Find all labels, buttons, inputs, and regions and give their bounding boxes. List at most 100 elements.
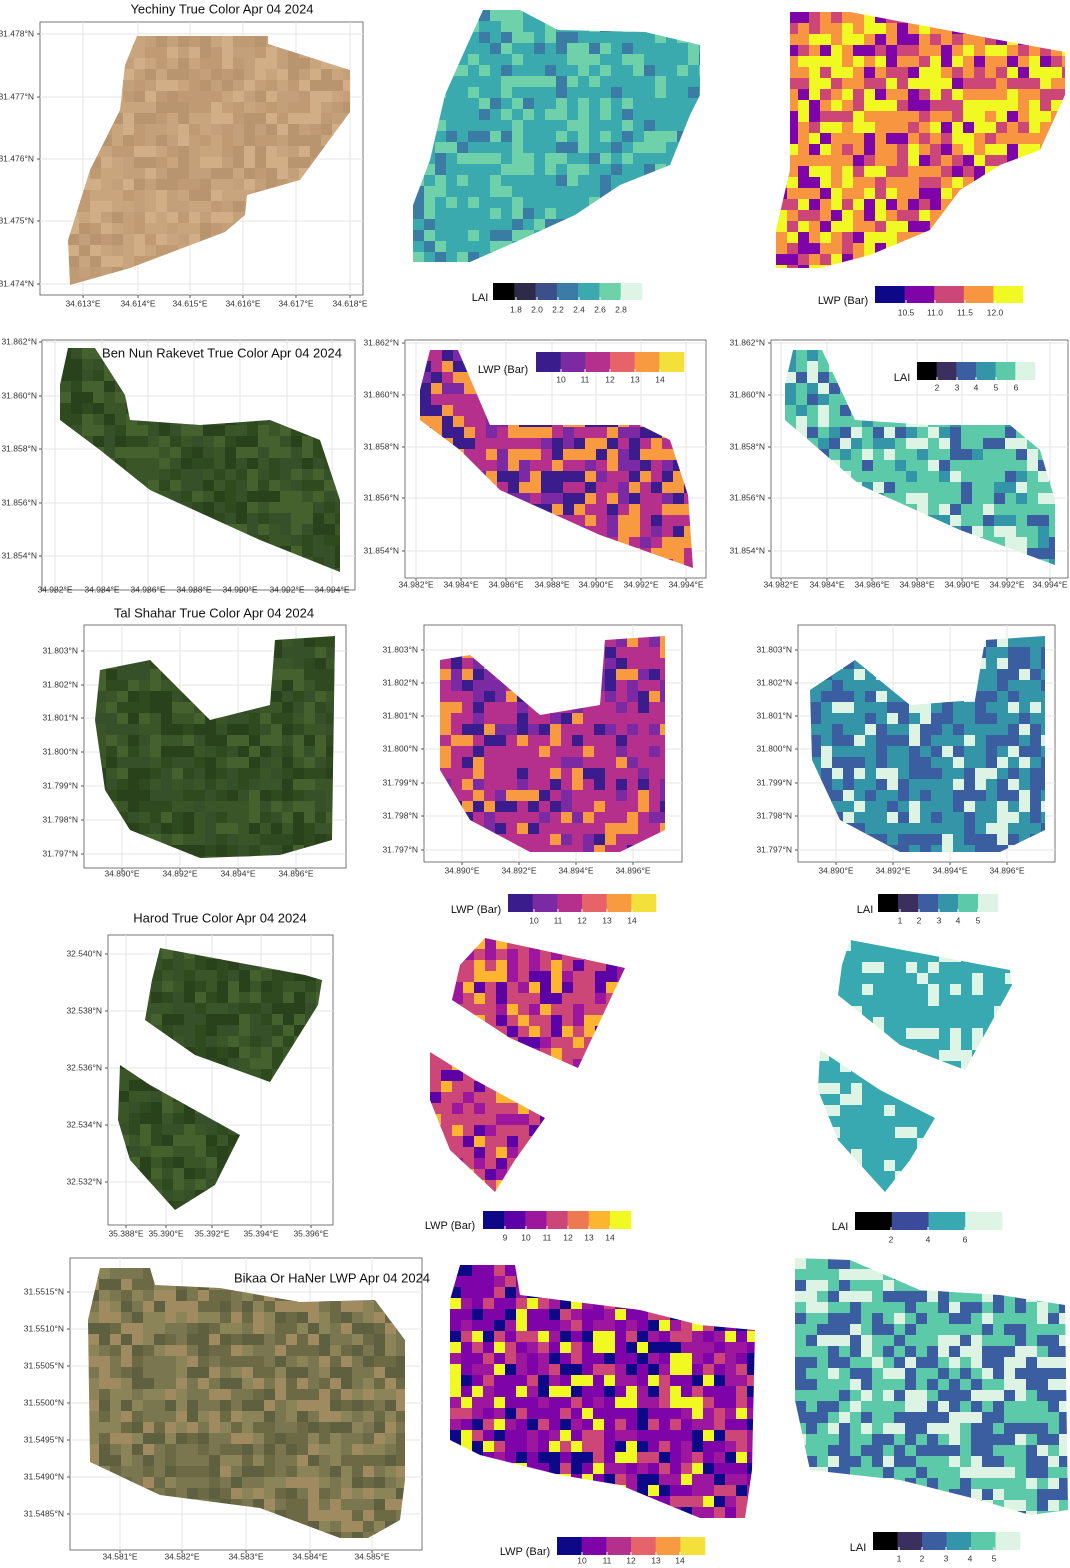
pixel	[200, 146, 212, 158]
pixel	[512, 164, 524, 176]
pixel	[486, 438, 498, 450]
pixel	[126, 425, 138, 437]
pixel	[649, 669, 661, 681]
pixel	[269, 469, 281, 481]
pixel	[178, 146, 190, 158]
pixel	[227, 834, 239, 846]
pixel	[974, 67, 986, 79]
pixel	[986, 702, 998, 714]
pixel	[952, 122, 964, 134]
pixel	[1062, 243, 1070, 255]
pixel	[512, 76, 524, 88]
pixel	[424, 54, 436, 66]
pixel	[895, 460, 907, 472]
pixel	[545, 208, 557, 220]
pixel	[919, 210, 931, 222]
pixel	[156, 157, 168, 169]
pixel	[950, 482, 962, 494]
pixel	[649, 702, 661, 714]
pixel	[71, 348, 83, 360]
pixel	[809, 199, 821, 211]
pixel	[501, 54, 513, 66]
pixel	[413, 175, 425, 187]
pixel	[205, 845, 217, 857]
pixel	[578, 230, 590, 242]
pixel	[490, 131, 502, 143]
pixel	[853, 34, 865, 46]
pixel	[556, 219, 568, 231]
pixel	[567, 219, 579, 231]
pixel	[820, 210, 832, 222]
pixel	[134, 212, 146, 224]
pixel	[941, 221, 953, 233]
pixel	[291, 458, 303, 470]
pixel	[886, 199, 898, 211]
pixel	[594, 779, 606, 791]
pixel	[1040, 232, 1052, 244]
pixel	[556, 230, 568, 242]
pixel	[194, 746, 206, 758]
pixel	[831, 133, 843, 145]
x-tick-label: 34.894°E	[220, 868, 255, 878]
pixel	[655, 98, 667, 110]
pixel	[473, 779, 485, 791]
pixel	[324, 513, 336, 525]
pixel	[821, 680, 833, 692]
pixel	[1008, 680, 1020, 692]
pixel	[457, 164, 469, 176]
pixel	[269, 458, 281, 470]
pixel	[865, 702, 877, 714]
pixel	[271, 680, 283, 692]
pixel	[183, 746, 195, 758]
pixel	[200, 212, 212, 224]
pixel	[798, 100, 810, 112]
pixel	[501, 109, 513, 121]
pixel	[528, 779, 540, 791]
pixel	[468, 120, 480, 132]
pixel	[875, 111, 887, 123]
pixel	[446, 10, 458, 22]
pixel	[523, 21, 535, 33]
pixel	[607, 471, 619, 483]
pixel	[545, 153, 557, 165]
pixel	[798, 133, 810, 145]
pixel	[776, 155, 788, 167]
pixel	[233, 80, 245, 92]
pixel	[561, 834, 573, 846]
pixel	[963, 166, 975, 178]
pixel	[277, 124, 289, 136]
pixel	[906, 449, 918, 461]
pixel	[446, 252, 458, 264]
pixel	[139, 790, 151, 802]
pixel	[810, 724, 822, 736]
pixel	[964, 812, 976, 824]
pixel	[699, 186, 711, 198]
pixel	[950, 427, 962, 439]
pixel	[79, 245, 91, 257]
x-tick-label: 34.615°E	[172, 298, 207, 308]
pixel	[666, 98, 678, 110]
pixel	[475, 449, 487, 461]
pixel	[930, 78, 942, 90]
pixel	[908, 12, 920, 24]
pixel	[457, 21, 469, 33]
pixel	[596, 427, 608, 439]
y-tick-label: 31.803°N	[42, 645, 78, 655]
pixel	[928, 460, 940, 472]
pixel	[462, 757, 474, 769]
pixel	[216, 757, 228, 769]
pixel	[1007, 34, 1019, 46]
pixel	[688, 98, 700, 110]
pixel	[908, 188, 920, 200]
y-tick-label: 31.802°N	[42, 679, 78, 689]
pixel	[315, 691, 327, 703]
pixel	[939, 460, 951, 472]
pixel	[1029, 133, 1041, 145]
x-tick-label: 34.988°E	[534, 579, 569, 589]
pixel	[266, 80, 278, 92]
pixel	[233, 146, 245, 158]
legend-label: 2.2	[552, 304, 564, 314]
pixel	[117, 669, 129, 681]
pixel	[1030, 702, 1042, 714]
legend-swatch	[533, 894, 558, 912]
